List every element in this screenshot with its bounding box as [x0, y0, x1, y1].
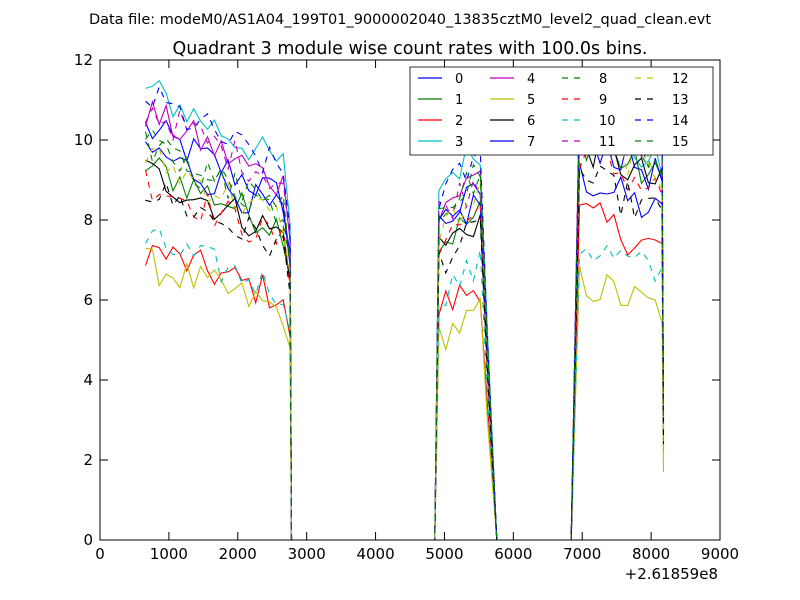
- x-axis: 0 1000 2000 3000 4000 5000 6000 7000 8000 9000: [95, 60, 739, 563]
- x-tick-label: 5000: [425, 545, 463, 563]
- legend-label-5: 5: [527, 93, 535, 108]
- series-line-15: [144, 104, 665, 541]
- legend-box: [409, 66, 714, 156]
- legend-label-3: 3: [455, 135, 463, 150]
- chart-title: Quadrant 3 module wise count rates with …: [173, 39, 648, 59]
- legend-label-8: 8: [599, 72, 607, 87]
- x-tick-label: 2000: [219, 545, 257, 563]
- legend-label-15: 15: [672, 135, 689, 150]
- legend-label-0: 0: [455, 72, 463, 87]
- legend-label-1: 1: [455, 93, 463, 108]
- legend-label-12: 12: [672, 72, 689, 87]
- x-tick-label: 4000: [356, 545, 394, 563]
- x-tick-label: 0: [95, 545, 105, 563]
- x-tick-label: 3000: [288, 545, 326, 563]
- legend-label-14: 14: [672, 114, 689, 129]
- x-tick-label: 9000: [701, 545, 739, 563]
- legend-label-4: 4: [527, 72, 535, 87]
- y-tick-label: 8: [83, 211, 93, 229]
- x-tick-label: 7000: [563, 545, 601, 563]
- x-tick-label: 1000: [150, 545, 188, 563]
- y-tick-label: 4: [83, 371, 93, 389]
- x-axis-offset-label: +2.61859e8: [625, 565, 718, 583]
- x-tick-label: 8000: [632, 545, 670, 563]
- y-tick-label: 0: [83, 531, 93, 549]
- data-file-suptitle: Data file: modeM0/AS1A04_199T01_90000020…: [89, 12, 711, 28]
- legend-label-10: 10: [599, 114, 616, 129]
- y-tick-label: 10: [74, 131, 93, 149]
- legend-label-11: 11: [599, 135, 616, 150]
- y-tick-label: 12: [74, 51, 93, 69]
- y-tick-label: 2: [83, 451, 93, 469]
- y-tick-label: 6: [83, 291, 93, 309]
- legend-label-6: 6: [527, 114, 535, 129]
- legend-label-13: 13: [672, 93, 689, 108]
- series-line-10: [145, 227, 665, 541]
- legend-label-2: 2: [455, 114, 463, 129]
- legend-label-7: 7: [527, 135, 535, 150]
- x-tick-label: 6000: [494, 545, 532, 563]
- plot-series-group: [144, 79, 665, 541]
- legend-label-9: 9: [599, 93, 607, 108]
